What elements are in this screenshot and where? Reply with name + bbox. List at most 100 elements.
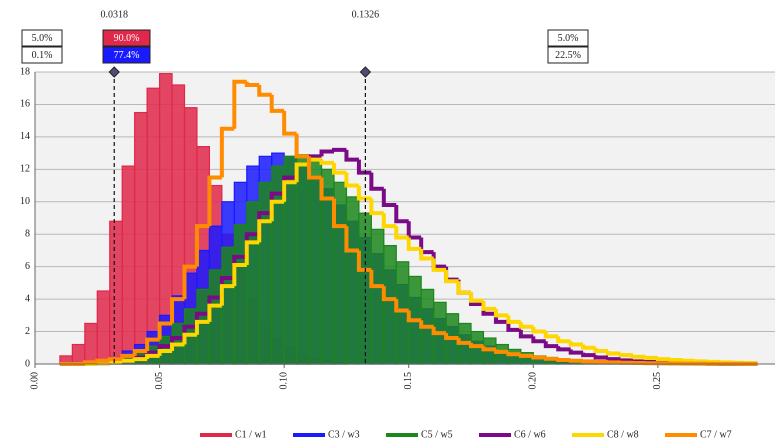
step (157, 321, 173, 340)
y-tick-label: 0 (25, 358, 30, 369)
step (618, 358, 633, 363)
legend-label: C5 / w5 (421, 429, 453, 440)
step (394, 299, 409, 313)
step (207, 303, 222, 322)
step (120, 353, 135, 360)
step (257, 84, 272, 97)
legend-label: C7 / w7 (700, 429, 732, 440)
step (95, 358, 110, 363)
step (394, 205, 409, 224)
step (406, 310, 422, 323)
step (182, 264, 197, 300)
step (307, 156, 322, 180)
y-tick-label: 10 (20, 196, 30, 207)
step (419, 248, 434, 261)
step (668, 357, 683, 362)
step (481, 346, 496, 352)
step (568, 341, 584, 347)
bar (84, 322, 98, 365)
step (456, 338, 472, 345)
bar (109, 220, 123, 365)
stat-box (102, 46, 151, 64)
step (456, 281, 472, 295)
delimiter-label: 0.0318 (100, 9, 128, 20)
step (606, 351, 621, 356)
legend-label: C1 / w1 (235, 429, 267, 440)
step (331, 198, 347, 229)
x-tick-label: 0.05 (154, 372, 165, 390)
step (506, 315, 521, 324)
y-tick-label: 2 (25, 326, 30, 337)
delimiter-handle (359, 66, 372, 78)
step (469, 292, 484, 303)
step (655, 357, 671, 362)
step (381, 188, 397, 208)
step (344, 149, 359, 162)
y-tick-label: 6 (25, 261, 30, 272)
stat-label: 5.0% (558, 33, 579, 44)
bar (134, 111, 148, 365)
step (381, 213, 397, 229)
stat-label: 22.5% (555, 50, 581, 61)
step (219, 126, 235, 178)
stat-label: 90.0% (114, 33, 140, 44)
series (59, 157, 758, 366)
step (606, 357, 621, 362)
step (157, 349, 173, 356)
step (132, 357, 148, 362)
step (356, 185, 372, 201)
step (344, 226, 359, 253)
step (170, 342, 185, 352)
step (257, 219, 272, 243)
step (444, 269, 459, 284)
step (531, 355, 546, 360)
legend-label: C6 / w6 (514, 429, 546, 440)
step (294, 133, 310, 159)
step (282, 110, 297, 136)
y-tick-label: 12 (20, 164, 30, 175)
step (556, 336, 571, 344)
step (269, 199, 285, 222)
step (419, 320, 434, 329)
step (356, 250, 372, 272)
step (630, 354, 646, 359)
step (219, 284, 235, 306)
step (282, 180, 297, 202)
step (531, 326, 546, 334)
x-tick-label: 0.00 (29, 372, 40, 390)
stat-label: 5.0% (32, 33, 53, 44)
step (331, 162, 347, 175)
stat-box (547, 29, 589, 47)
step (581, 352, 596, 358)
bar (345, 196, 360, 365)
step (381, 286, 397, 302)
step (145, 353, 160, 360)
step (556, 346, 571, 352)
step (493, 308, 509, 318)
stat-box (21, 46, 63, 64)
step (531, 336, 546, 344)
step (170, 297, 185, 324)
x-tick-label: 0.10 (278, 372, 289, 390)
y-tick-label: 14 (20, 131, 30, 142)
step (518, 353, 534, 358)
step (431, 258, 447, 272)
step (493, 349, 509, 354)
step (294, 162, 310, 183)
step (319, 149, 334, 157)
step (394, 226, 409, 240)
stat-box (547, 46, 589, 64)
step (518, 329, 534, 339)
step (643, 355, 658, 360)
step (481, 300, 496, 311)
step (331, 147, 347, 152)
step (568, 358, 584, 363)
legend-label: C8 / w8 (607, 429, 639, 440)
step (107, 357, 123, 362)
step (618, 353, 633, 358)
step (369, 198, 384, 216)
step (581, 344, 596, 350)
step (244, 240, 260, 266)
x-tick-label: 0.25 (652, 372, 663, 390)
